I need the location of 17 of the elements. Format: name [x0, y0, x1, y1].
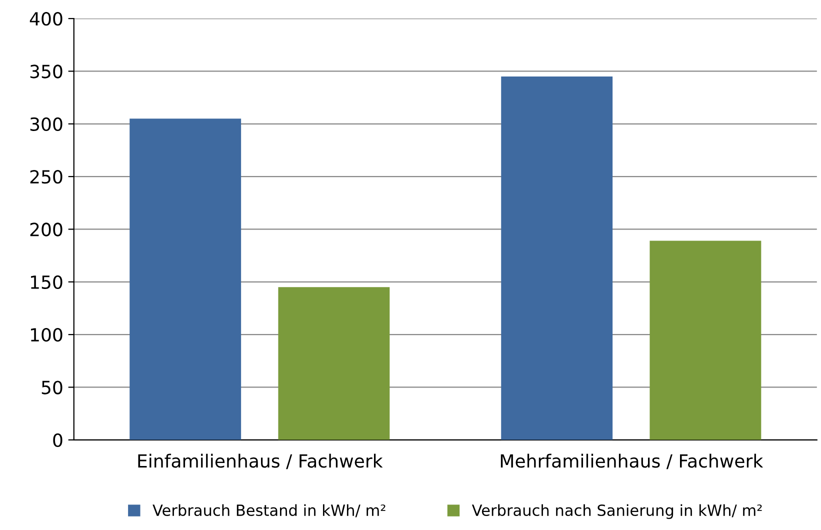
bar [130, 118, 242, 440]
y-tick-label: 350 [30, 64, 62, 78]
y-tick-label: 100 [30, 328, 62, 342]
y-tick-label: 150 [30, 275, 62, 290]
y-tick-label: 50 [42, 380, 62, 394]
x-tick-label: Mehrfamilienhaus / Fachwerk [500, 454, 764, 470]
bar [278, 287, 390, 440]
y-tick-label: 0 [53, 433, 62, 448]
bar [650, 240, 762, 440]
y-tick-label: 250 [30, 170, 62, 184]
y-tick-label: 300 [30, 117, 62, 132]
bar [501, 76, 613, 440]
legend-label: Verbrauch Bestand in kWh/ m² [152, 504, 386, 518]
y-tick-label: 400 [30, 12, 62, 26]
x-tick-label: Einfamilienhaus / Fachwerk [138, 454, 383, 470]
y-tick-label: 200 [30, 222, 62, 236]
legend-label: Verbrauch nach Sanierung in kWh/ m² [472, 504, 762, 519]
